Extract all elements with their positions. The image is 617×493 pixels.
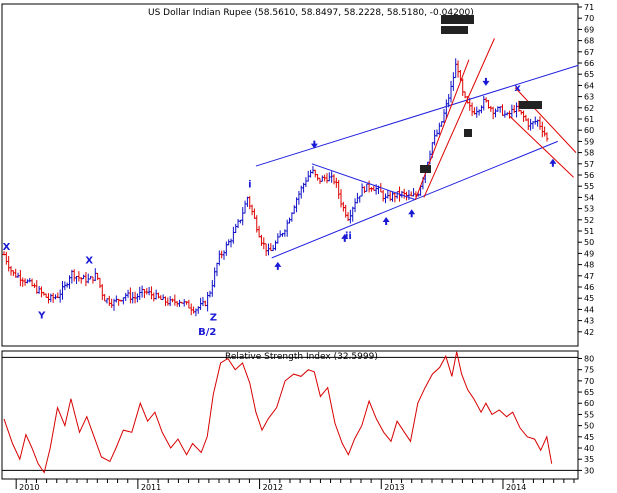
price-y-tick-label: 44 xyxy=(584,305,594,314)
price-y-tick-label: 48 xyxy=(584,261,594,270)
price-y-tick-label: 59 xyxy=(584,137,594,146)
price-y-axis: 42 43 44 45 46 47 48 49 50 51 52 53 54 55 56 57 58 59 60 61… xyxy=(578,3,594,337)
rsi-y-tick-label: 80 xyxy=(584,354,594,363)
rsi-line xyxy=(3,351,553,474)
up-arrow-icon xyxy=(382,217,390,226)
price-y-tick-label: 68 xyxy=(584,37,594,46)
price-y-tick-label: 57 xyxy=(584,160,594,169)
rsi-reference-lines xyxy=(2,356,578,471)
x-axis-label: 2013 xyxy=(384,483,404,492)
price-y-tick-label: 43 xyxy=(584,317,594,326)
red-trendline xyxy=(508,115,574,178)
price-y-tick-label: 52 xyxy=(584,216,594,225)
up-arrow-icon xyxy=(549,158,557,167)
price-y-tick-label: 69 xyxy=(584,25,594,34)
price-y-tick-label: 65 xyxy=(584,70,594,79)
wave-label: X xyxy=(85,255,93,266)
rsi-y-tick-label: 55 xyxy=(584,410,594,419)
rsi-y-tick-label: 35 xyxy=(584,455,594,464)
wave-label: x xyxy=(514,83,521,94)
price-y-tick-label: 63 xyxy=(584,93,594,102)
price-y-tick-label: 64 xyxy=(584,81,594,90)
annotation-box xyxy=(420,165,431,173)
rsi-y-tick-label: 30 xyxy=(584,466,594,475)
price-y-tick-label: 45 xyxy=(584,294,594,303)
price-y-tick-label: 49 xyxy=(584,249,594,258)
price-y-tick-label: 42 xyxy=(584,328,594,337)
price-y-tick-label: 56 xyxy=(584,171,594,180)
redacted-annotations xyxy=(420,15,542,173)
rsi-y-tick-label: 60 xyxy=(584,399,594,408)
rsi-y-tick-label: 70 xyxy=(584,377,594,386)
x-axis-label: 2014 xyxy=(506,483,526,492)
price-y-tick-label: 53 xyxy=(584,205,594,214)
price-y-tick-label: 55 xyxy=(584,182,594,191)
price-panel-title: US Dollar Indian Rupee (58.5610, 58.8497… xyxy=(148,8,474,18)
up-arrow-icon xyxy=(341,233,349,242)
red-trendline xyxy=(514,87,577,153)
wave-label: Z xyxy=(210,313,217,324)
rsi-y-tick-label: 50 xyxy=(584,422,594,431)
annotation-box xyxy=(441,15,474,24)
price-y-tick-label: 70 xyxy=(584,14,594,23)
annotation-box xyxy=(519,101,542,109)
price-y-tick-label: 47 xyxy=(584,272,594,281)
price-y-tick-label: 62 xyxy=(584,104,594,113)
price-y-tick-label: 51 xyxy=(584,227,594,236)
wave-label: ii xyxy=(345,231,352,242)
annotation-box xyxy=(464,129,472,137)
price-y-tick-label: 54 xyxy=(584,193,594,202)
price-y-tick-label: 66 xyxy=(584,59,594,68)
wave-label: i xyxy=(248,179,251,190)
down-arrow-icon xyxy=(310,140,318,149)
blue-trendline xyxy=(255,64,579,167)
wave-label: B/2 xyxy=(198,327,216,338)
price-panel-frame xyxy=(1,3,579,347)
trendlines xyxy=(255,38,579,259)
rsi-y-axis: 30 35 40 45 50 55 60 65 70 75 80 xyxy=(578,354,594,475)
red-trendline xyxy=(414,59,470,200)
x-axis: 2010 2011 2012 2013 2014 xyxy=(15,479,575,492)
rsi-y-tick-label: 45 xyxy=(584,433,594,442)
down-arrow-icon xyxy=(482,77,490,86)
wave-label: Y xyxy=(37,310,46,321)
wave-label: X xyxy=(3,242,11,253)
price-bars xyxy=(2,58,549,317)
x-axis-label: 2010 xyxy=(19,483,39,492)
x-axis-label: 2012 xyxy=(263,483,283,492)
red-trendline xyxy=(423,38,495,198)
rsi-y-tick-label: 65 xyxy=(584,388,594,397)
price-y-tick-label: 71 xyxy=(584,3,594,12)
price-y-tick-label: 60 xyxy=(584,126,594,135)
rsi-y-tick-label: 75 xyxy=(584,366,594,375)
rsi-y-tick-label: 40 xyxy=(584,444,594,453)
price-y-tick-label: 58 xyxy=(584,149,594,158)
rsi-panel-frame xyxy=(1,350,579,480)
up-arrow-icon xyxy=(274,261,282,270)
blue-trendline xyxy=(311,163,416,201)
price-y-tick-label: 61 xyxy=(584,115,594,124)
price-y-tick-label: 46 xyxy=(584,283,594,292)
up-arrow-icon xyxy=(408,209,416,218)
price-y-tick-label: 67 xyxy=(584,48,594,57)
wave-arrows xyxy=(274,77,557,270)
x-axis-label: 2011 xyxy=(141,483,161,492)
price-y-tick-label: 50 xyxy=(584,238,594,247)
annotation-box xyxy=(441,26,468,34)
